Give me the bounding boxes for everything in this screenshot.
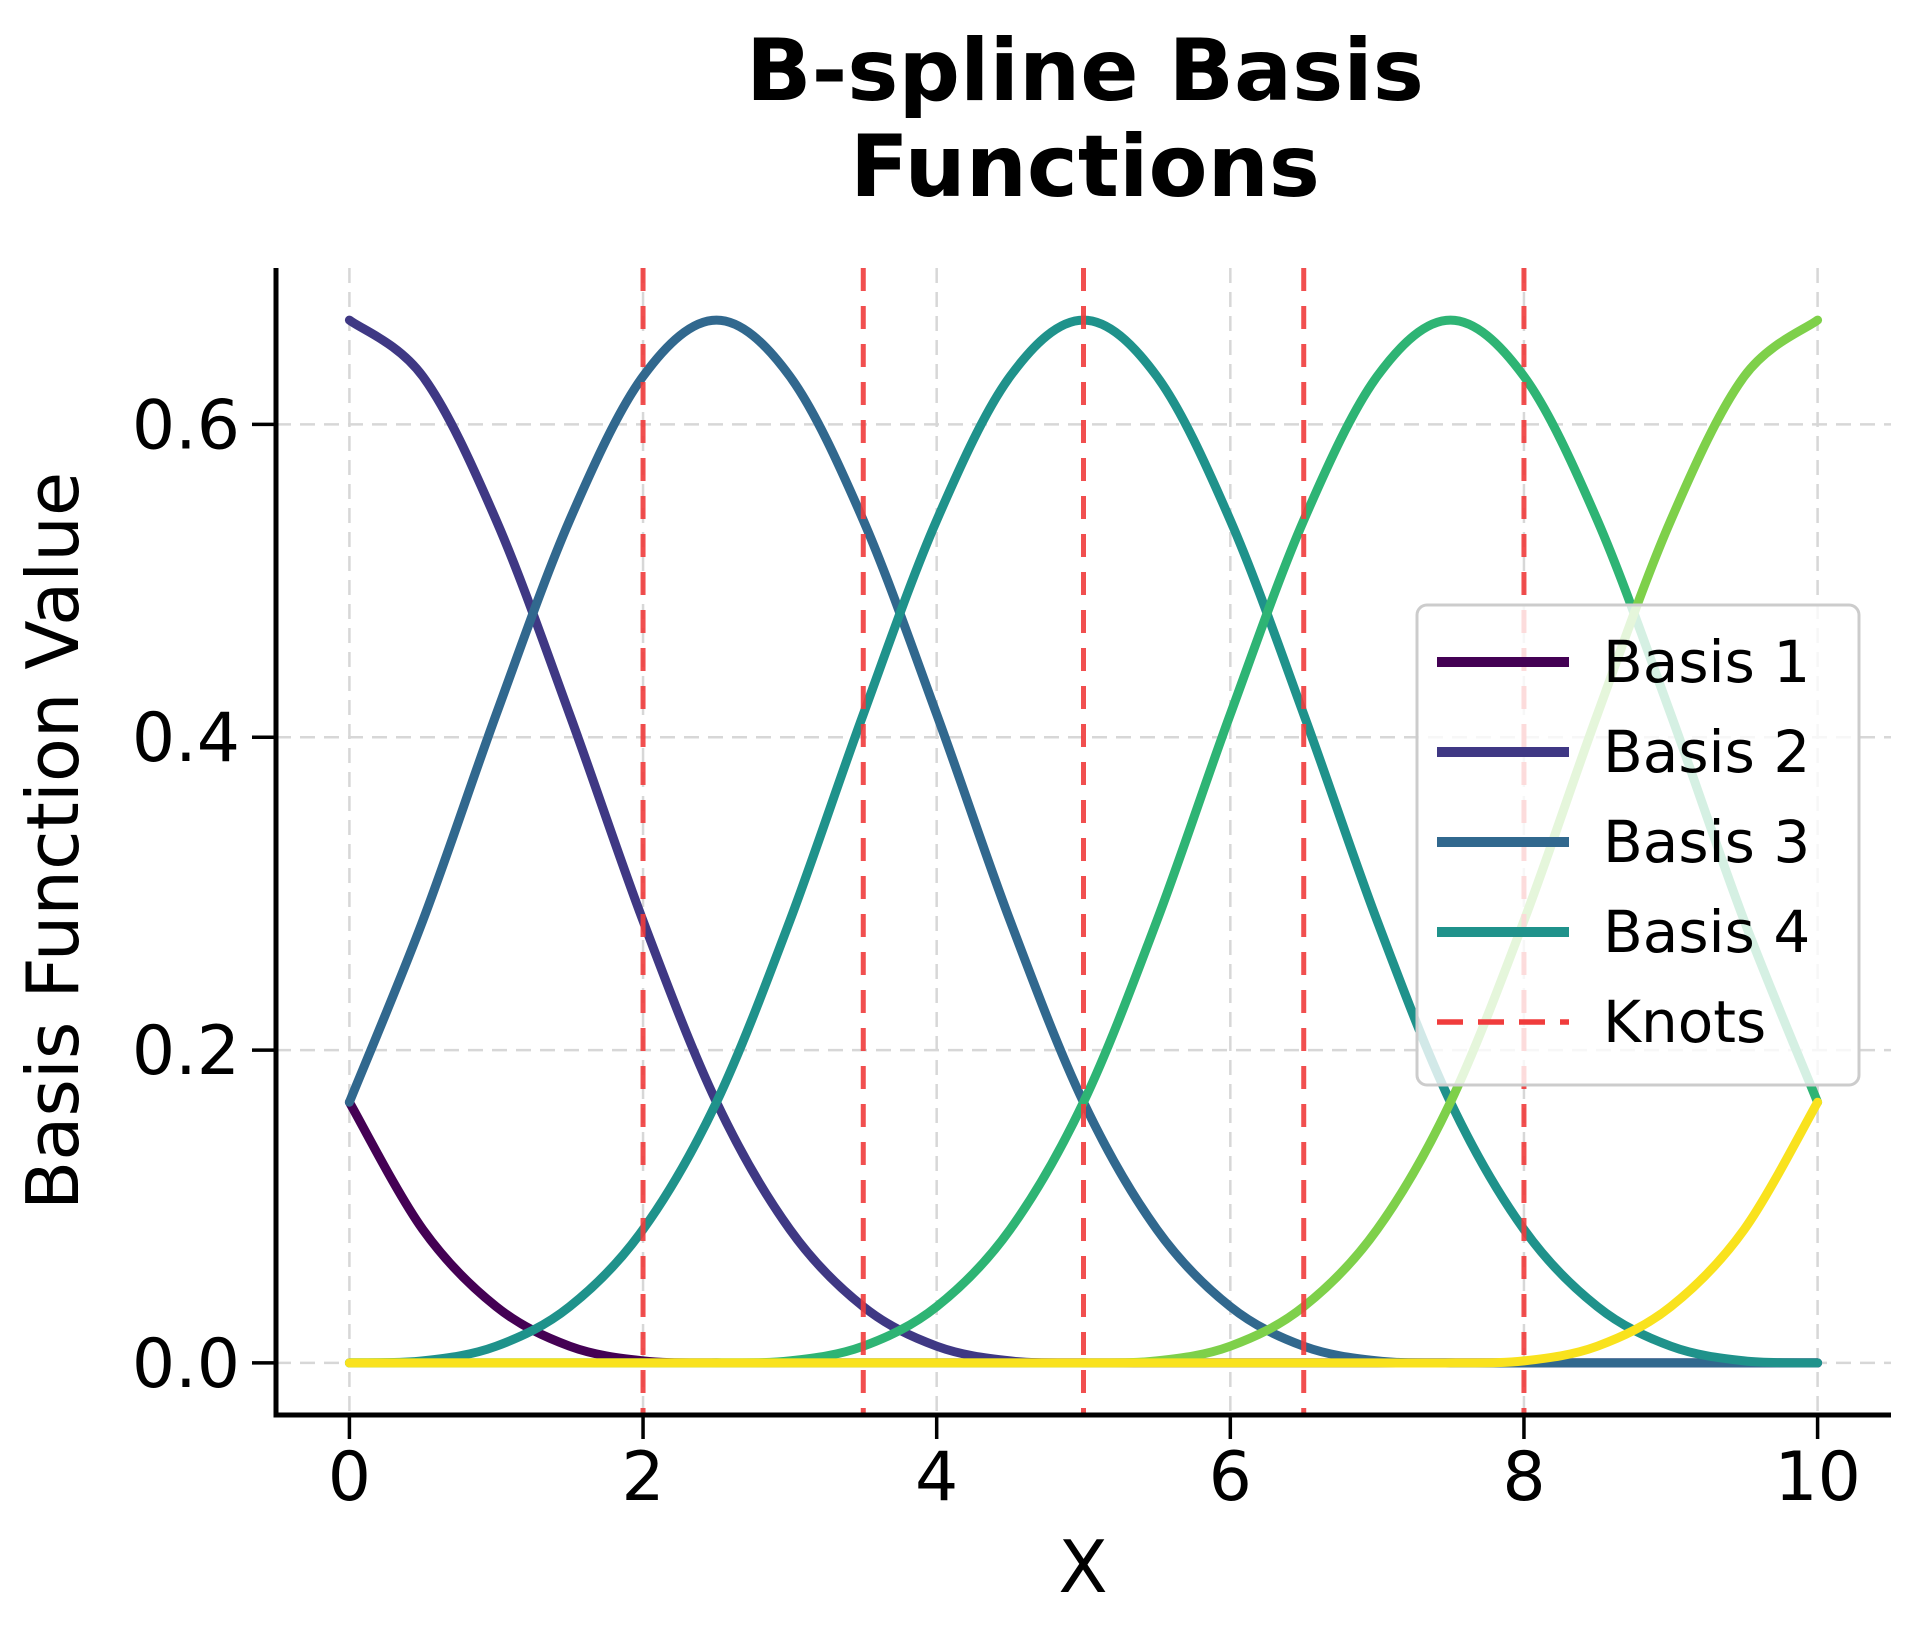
legend-entry: Basis 4 bbox=[1437, 898, 1810, 966]
x-tick-label: 0 bbox=[328, 1438, 371, 1517]
y-tick-label: 0.0 bbox=[132, 1325, 240, 1404]
x-tick-label: 8 bbox=[1502, 1438, 1545, 1517]
legend-entry-label: Basis 3 bbox=[1603, 808, 1810, 876]
legend-entry: Knots bbox=[1437, 988, 1766, 1056]
x-axis-label: X bbox=[1058, 1525, 1107, 1609]
y-tick-label: 0.6 bbox=[132, 386, 240, 465]
legend-entry-label: Basis 4 bbox=[1603, 898, 1810, 966]
legend-entry: Basis 1 bbox=[1437, 628, 1810, 696]
legend-entry-label: Knots bbox=[1603, 988, 1766, 1056]
axes-spines-ticks bbox=[252, 268, 1891, 1439]
legend: Basis 1 Basis 2 Basis 3 Basis 4 Knots bbox=[1415, 603, 1861, 1087]
legend-entry: Basis 2 bbox=[1437, 718, 1810, 786]
legend-entry: Basis 3 bbox=[1437, 808, 1810, 876]
knot-lines bbox=[640, 268, 1527, 1415]
legend-entry-label: Basis 2 bbox=[1603, 718, 1810, 786]
x-tick-label: 4 bbox=[915, 1438, 958, 1517]
y-tick-label: 0.2 bbox=[132, 1012, 240, 1091]
x-tick-label: 2 bbox=[621, 1438, 664, 1517]
x-tick-label: 10 bbox=[1774, 1438, 1861, 1517]
legend-entry-label: Basis 1 bbox=[1603, 628, 1810, 696]
chart-title-line-1: B-spline Basis bbox=[746, 21, 1424, 121]
tick-labels: 0 2 4 6 8 10 0.0 0.2 0.4 0.6 bbox=[132, 386, 1861, 1517]
y-axis-label: Basis Function Value bbox=[11, 472, 95, 1210]
legend-box bbox=[1415, 603, 1861, 1087]
y-tick-label: 0.4 bbox=[132, 699, 240, 778]
curve-basis-7 bbox=[344, 1097, 1823, 1368]
x-tick-label: 6 bbox=[1209, 1438, 1252, 1517]
chart-title-line-2: Functions bbox=[850, 117, 1320, 217]
